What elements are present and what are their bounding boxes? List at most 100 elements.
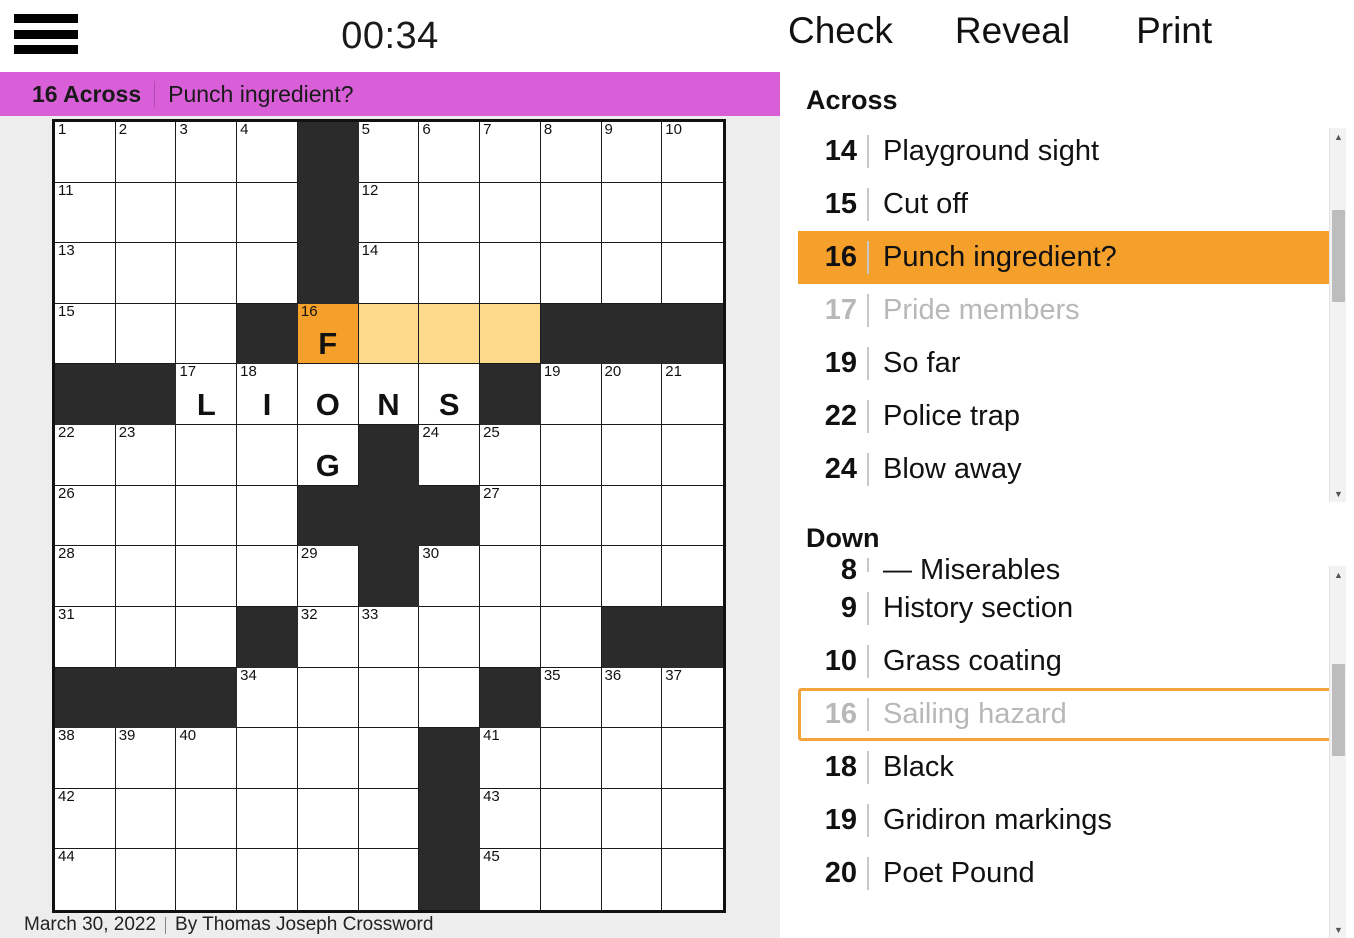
across-scrollbar-thumb[interactable] xyxy=(1332,210,1345,302)
grid-cell[interactable] xyxy=(419,606,481,668)
grid-cell[interactable] xyxy=(419,667,481,729)
clue-item-across-19[interactable]: 19 So far xyxy=(798,337,1338,390)
grid-cell[interactable]: 5 xyxy=(358,122,420,183)
grid-cell[interactable] xyxy=(237,485,298,547)
grid-cell[interactable] xyxy=(297,728,359,789)
clue-item-down-10[interactable]: 10 Grass coating xyxy=(798,635,1338,688)
grid-cell[interactable] xyxy=(115,606,177,668)
grid-cell[interactable]: 31 xyxy=(55,606,116,668)
grid-cell[interactable]: 41 xyxy=(480,728,541,789)
grid-cell[interactable] xyxy=(115,243,177,304)
grid-cell[interactable]: 27 xyxy=(480,485,541,547)
grid-cell[interactable] xyxy=(176,243,238,304)
reveal-button[interactable]: Reveal xyxy=(954,10,1071,51)
clue-item-down-20[interactable]: 20 Poet Pound xyxy=(798,847,1338,900)
grid-cell[interactable] xyxy=(176,182,238,244)
grid-cell[interactable]: 11 xyxy=(55,182,116,244)
grid-cell[interactable]: 45 xyxy=(480,849,541,910)
grid-cell[interactable] xyxy=(297,667,359,729)
clue-item-across-16[interactable]: 16 Punch ingredient? xyxy=(798,231,1338,284)
grid-cell[interactable]: G xyxy=(297,425,359,486)
grid-cell[interactable] xyxy=(601,546,663,607)
grid-cell[interactable] xyxy=(662,849,723,910)
grid-cell[interactable] xyxy=(115,849,177,910)
grid-cell[interactable] xyxy=(419,182,481,244)
grid-cell[interactable]: 19 xyxy=(540,364,602,426)
grid-cell[interactable]: 22 xyxy=(55,425,116,486)
down-clue-list[interactable]: 8 — Miserables 9 History section 10 Grass coa… xyxy=(798,558,1338,938)
grid-cell[interactable]: 4 xyxy=(237,122,298,183)
grid-cell[interactable]: 25 xyxy=(480,425,541,486)
grid-cell[interactable] xyxy=(237,788,298,850)
clue-item-across-24[interactable]: 24 Blow away xyxy=(798,443,1338,496)
grid-cell[interactable] xyxy=(480,243,541,304)
timer-display[interactable]: 00:34 xyxy=(341,14,439,57)
grid-cell[interactable]: O xyxy=(297,364,359,426)
grid-cell[interactable] xyxy=(662,788,723,850)
grid-cell[interactable] xyxy=(176,485,238,547)
grid-cell[interactable]: 13 xyxy=(55,243,116,304)
grid-cell[interactable] xyxy=(297,788,359,850)
current-clue-bar[interactable]: 16 Across Punch ingredient? xyxy=(0,72,780,116)
grid-cell[interactable] xyxy=(176,606,238,668)
grid-cell[interactable] xyxy=(115,788,177,850)
grid-cell[interactable] xyxy=(540,546,602,607)
grid-cell[interactable] xyxy=(419,243,481,304)
grid-cell[interactable]: 42 xyxy=(55,788,116,850)
scroll-up-icon[interactable]: ▲ xyxy=(1334,569,1343,580)
grid-cell[interactable] xyxy=(176,849,238,910)
grid-cell[interactable]: 26 xyxy=(55,485,116,547)
clue-item-down-16[interactable]: 16 Sailing hazard xyxy=(798,688,1338,741)
grid-cell[interactable]: 29 xyxy=(297,546,359,607)
grid-cell[interactable]: 1 xyxy=(55,122,116,183)
grid-cell[interactable]: 9 xyxy=(601,122,663,183)
grid-cell[interactable]: 20 xyxy=(601,364,663,426)
grid-cell[interactable] xyxy=(115,546,177,607)
grid-cell[interactable] xyxy=(662,425,723,486)
grid-cell[interactable] xyxy=(237,728,298,789)
grid-cell[interactable]: 12 xyxy=(358,182,420,244)
grid-cell[interactable]: 6 xyxy=(419,122,481,183)
grid-cell[interactable]: 17 L xyxy=(176,364,238,426)
grid-cell[interactable] xyxy=(237,849,298,910)
grid-cell[interactable] xyxy=(540,606,602,668)
grid-cell[interactable] xyxy=(601,425,663,486)
grid-cell[interactable] xyxy=(237,243,298,304)
grid-cell-highlighted[interactable] xyxy=(419,303,481,365)
grid-cell[interactable]: 40 xyxy=(176,728,238,789)
grid-cell[interactable] xyxy=(540,849,602,910)
grid-cell[interactable] xyxy=(176,788,238,850)
grid-cell[interactable] xyxy=(480,182,541,244)
grid-cell[interactable] xyxy=(601,728,663,789)
grid-cell[interactable]: 30 xyxy=(419,546,481,607)
down-scrollbar[interactable]: ▲ ▼ xyxy=(1329,566,1346,938)
grid-cell[interactable] xyxy=(115,182,177,244)
clue-item-across-14[interactable]: 14 Playground sight xyxy=(798,125,1338,178)
clue-item-down-9[interactable]: 9 History section xyxy=(798,582,1338,635)
grid-cell[interactable] xyxy=(540,425,602,486)
grid-cell[interactable] xyxy=(480,606,541,668)
across-clue-list[interactable]: 14 Playground sight 15 Cut off 16 Punch ingre… xyxy=(798,125,1338,503)
grid-cell[interactable] xyxy=(237,425,298,486)
hamburger-menu-icon[interactable] xyxy=(14,9,78,59)
grid-cell[interactable]: 34 xyxy=(237,667,298,729)
grid-cell[interactable] xyxy=(601,849,663,910)
grid-cell[interactable] xyxy=(297,849,359,910)
grid-cell[interactable]: 8 xyxy=(540,122,602,183)
grid-cell[interactable] xyxy=(540,788,602,850)
grid-cell[interactable]: 18 I xyxy=(237,364,298,426)
grid-cell[interactable] xyxy=(540,182,602,244)
grid-cell[interactable] xyxy=(662,182,723,244)
grid-cell[interactable]: 14 xyxy=(358,243,420,304)
clue-item-across-22[interactable]: 22 Police trap xyxy=(798,390,1338,443)
grid-cell[interactable] xyxy=(601,243,663,304)
grid-cell[interactable] xyxy=(358,849,420,910)
grid-cell-highlighted[interactable] xyxy=(480,303,541,365)
across-scrollbar[interactable]: ▲ ▼ xyxy=(1329,128,1346,502)
grid-cell[interactable] xyxy=(115,303,177,365)
grid-cell[interactable] xyxy=(662,485,723,547)
scroll-down-icon[interactable]: ▼ xyxy=(1334,488,1343,499)
grid-cell[interactable]: 15 xyxy=(55,303,116,365)
down-scrollbar-thumb[interactable] xyxy=(1332,664,1345,756)
grid-cell[interactable]: 38 xyxy=(55,728,116,789)
